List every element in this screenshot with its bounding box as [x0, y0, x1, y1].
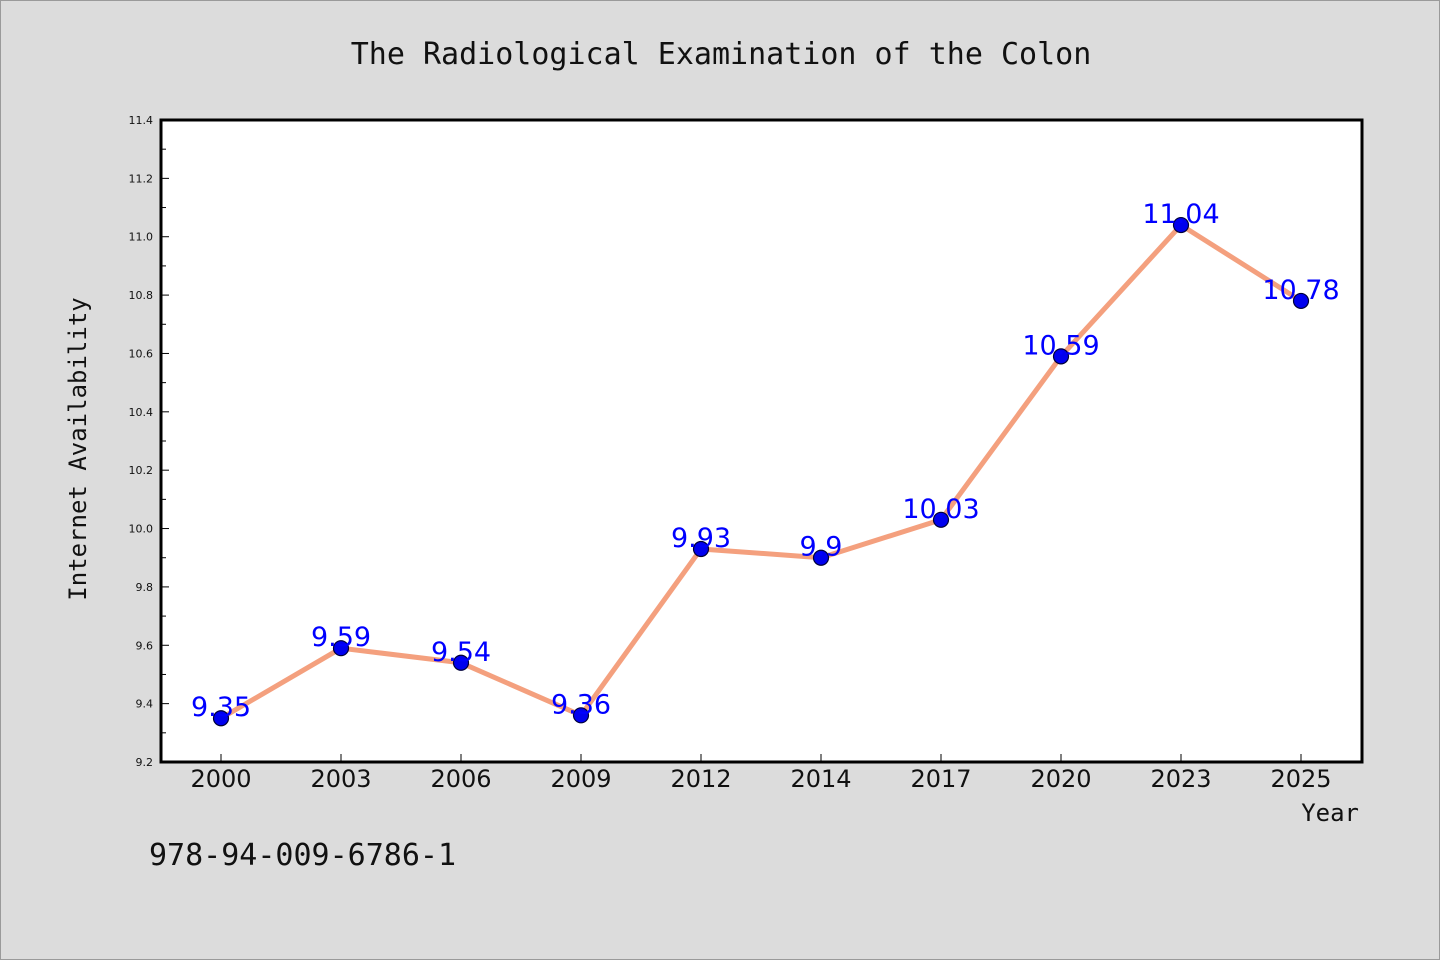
x-tick-label: 2025 — [1270, 765, 1331, 793]
data-point — [1052, 348, 1070, 365]
y-tick-label: 11.0 — [129, 231, 154, 244]
data-point — [932, 511, 950, 528]
y-tick-label: 10.2 — [129, 464, 154, 477]
x-tick-label: 2000 — [190, 765, 251, 793]
plot-area — [159, 118, 1364, 764]
data-point — [212, 710, 230, 727]
data-label: 9.93 — [671, 523, 731, 554]
data-labels: 9.35 9.59 9.54 9.36 9.93 9.9 10.03 10.59 11.04 10… — [191, 199, 1340, 723]
data-point — [572, 707, 590, 724]
x-tick-label: 2017 — [910, 765, 971, 793]
data-label: 10.03 — [902, 494, 979, 525]
chart-title: The Radiological Examination of the Colo… — [351, 37, 1092, 72]
data-point — [1292, 292, 1310, 310]
y-tick-label: 10.4 — [129, 406, 154, 419]
data-label: 9.35 — [191, 692, 251, 723]
data-point — [692, 540, 710, 558]
series-line — [219, 222, 1303, 721]
x-tick-label: 2020 — [1030, 765, 1091, 793]
y-tick-label: 11.2 — [129, 172, 154, 185]
data-label: 9.9 — [800, 532, 843, 563]
series-layer — [212, 216, 1310, 727]
data-point — [812, 549, 830, 566]
isbn-note: 978-94-009-6786-1 — [149, 838, 456, 873]
x-axis: 2000 2003 2006 2009 2012 2014 2017 2020 2023 2025 — [190, 754, 1332, 793]
y-tick-label: 11.4 — [129, 114, 154, 127]
x-tick-label: 2012 — [670, 765, 731, 793]
y-tick-label: 10.8 — [129, 289, 154, 302]
data-point — [452, 654, 470, 671]
data-point — [1172, 216, 1190, 234]
x-tick-label: 2023 — [1150, 765, 1211, 793]
y-tick-label: 10.6 — [129, 347, 154, 360]
y-axis: 9.2 9.4 9.6 9.8 10.0 10.2 10.4 10.6 10.8 11.0 11.2… — [129, 114, 169, 769]
data-point — [332, 640, 350, 657]
data-label: 9.54 — [431, 637, 491, 668]
x-tick-label: 2014 — [790, 765, 851, 793]
x-tick-label: 2003 — [310, 765, 371, 793]
data-label: 10.78 — [1262, 275, 1339, 306]
y-axis-title: Internet Availability — [64, 297, 92, 600]
x-tick-label: 2009 — [550, 765, 611, 793]
y-tick-label: 9.6 — [136, 639, 154, 652]
y-tick-label: 10.0 — [129, 523, 154, 536]
data-label: 11.04 — [1142, 199, 1219, 230]
y-tick-label: 9.8 — [136, 581, 154, 594]
y-tick-label: 9.2 — [136, 756, 154, 769]
data-label: 10.59 — [1022, 330, 1099, 361]
y-tick-label: 9.4 — [136, 698, 154, 711]
x-tick-label: 2006 — [430, 765, 491, 793]
data-label: 9.36 — [551, 689, 611, 720]
x-axis-title: Year — [1301, 799, 1359, 827]
data-label: 9.59 — [311, 622, 371, 653]
